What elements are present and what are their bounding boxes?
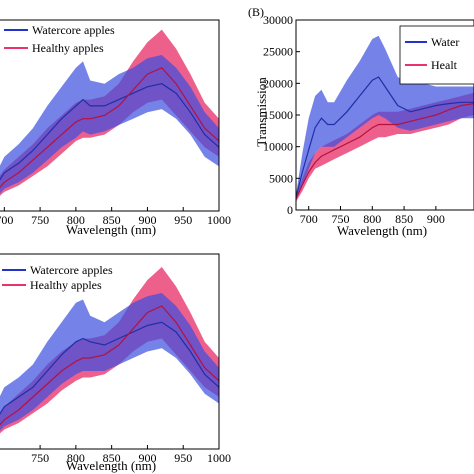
y-tick-label: 10000 bbox=[263, 140, 293, 154]
mean-line-healthy bbox=[0, 305, 219, 426]
x-tick-label: 900 bbox=[427, 212, 445, 226]
x-axis-label: Wavelength (nm) bbox=[66, 222, 156, 237]
chart-panel-b: (B) Transmission 700 750 800 850 900 0 5000 10… bbox=[248, 5, 474, 238]
legend-label-watercore: Watercore apples bbox=[32, 23, 115, 37]
x-tick-label: 850 bbox=[103, 213, 121, 227]
band-layer bbox=[0, 267, 219, 434]
mean-line-watercore bbox=[0, 83, 219, 181]
x-axis-ticks: 700 750 800 850 900 bbox=[300, 206, 445, 226]
x-axis-ticks: 700 750 800 850 900 950 1000 bbox=[0, 207, 231, 227]
mean-line-layer bbox=[296, 76, 474, 199]
x-tick-label: 800 bbox=[363, 212, 381, 226]
legend: Water Healt bbox=[399, 25, 474, 85]
mean-line-watercore bbox=[0, 321, 219, 415]
x-tick-label: 800 bbox=[67, 451, 85, 465]
x-tick-label: 900 bbox=[138, 451, 156, 465]
mean-line-healthy bbox=[0, 67, 219, 189]
x-tick-label: 850 bbox=[395, 212, 413, 226]
x-tick-label: 700 bbox=[0, 213, 13, 227]
mean-line-watercore bbox=[296, 76, 474, 198]
y-axis-ticks: 0 5000 10000 15000 20000 25000 30000 bbox=[263, 13, 300, 217]
chart-panel-bottom-left: 750 800 850 900 950 1000 Wavelength (nm) Wate… bbox=[0, 253, 231, 473]
chart-panel-top-left: 700 750 800 850 900 950 1000 Wavelength (nm) W… bbox=[0, 19, 231, 237]
x-tick-label: 950 bbox=[174, 451, 192, 465]
x-tick-label: 800 bbox=[67, 213, 85, 227]
x-axis-label: Wavelength (nm) bbox=[337, 223, 427, 238]
plot-frame bbox=[0, 19, 220, 212]
mean-line-layer bbox=[0, 305, 219, 426]
band-watercore bbox=[296, 35, 474, 201]
mean-line-layer bbox=[0, 67, 219, 189]
x-tick-label: 1000 bbox=[207, 451, 231, 465]
y-axis-label: Transmission bbox=[254, 77, 269, 147]
x-tick-label: 1000 bbox=[207, 213, 231, 227]
x-axis-label: Wavelength (nm) bbox=[66, 458, 156, 473]
x-tick-label: 850 bbox=[103, 451, 121, 465]
legend: Watercore apples Healthy apples bbox=[2, 263, 113, 292]
legend-label-healthy: Healthy apples bbox=[30, 278, 102, 292]
x-tick-label: 750 bbox=[31, 213, 49, 227]
panel-label-b: (B) bbox=[248, 5, 264, 19]
legend-label-watercore: Water bbox=[431, 35, 459, 49]
x-tick-label: 750 bbox=[332, 212, 350, 226]
band-layer bbox=[0, 29, 219, 196]
y-tick-label: 20000 bbox=[263, 76, 293, 90]
y-tick-label: 15000 bbox=[263, 108, 293, 122]
mean-line-healthy bbox=[296, 103, 474, 199]
x-tick-label: 900 bbox=[138, 213, 156, 227]
y-tick-label: 25000 bbox=[263, 45, 293, 59]
y-tick-label: 5000 bbox=[269, 171, 293, 185]
band-watercore bbox=[0, 293, 219, 431]
x-tick-label: 950 bbox=[174, 213, 192, 227]
x-tick-label: 700 bbox=[300, 212, 318, 226]
legend-label-watercore: Watercore apples bbox=[30, 263, 113, 277]
band-layer bbox=[296, 35, 474, 202]
legend-box bbox=[399, 25, 474, 85]
plot-frame bbox=[0, 253, 220, 450]
legend: Watercore apples Healthy apples bbox=[4, 23, 115, 55]
x-tick-label: 750 bbox=[31, 451, 49, 465]
legend-label-healthy: Healthy apples bbox=[32, 41, 104, 55]
legend-label-healthy: Healt bbox=[431, 58, 458, 72]
y-tick-label: 30000 bbox=[263, 13, 293, 27]
band-watercore bbox=[0, 55, 219, 194]
y-tick-label: 0 bbox=[287, 203, 293, 217]
x-axis-ticks: 750 800 850 900 950 1000 bbox=[31, 445, 231, 465]
